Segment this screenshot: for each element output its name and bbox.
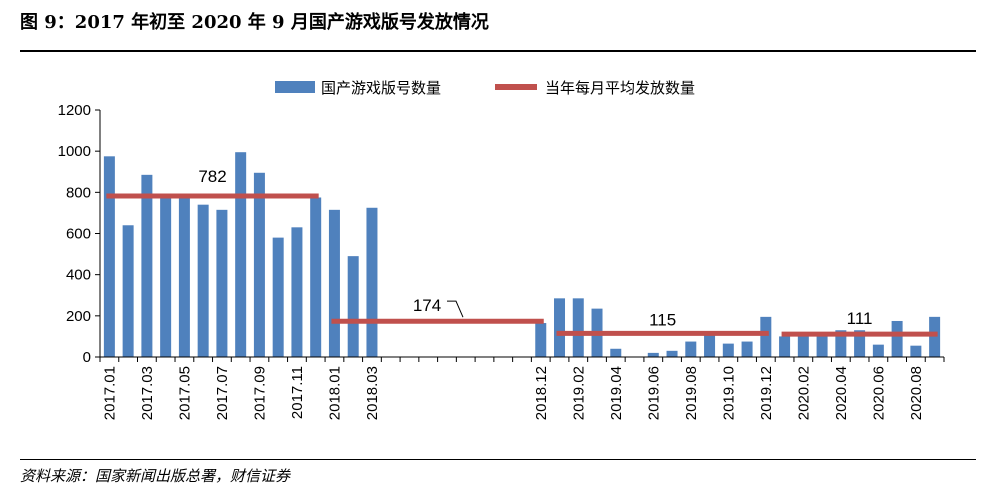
- y-tick-label: 1200: [58, 102, 91, 119]
- bar-2017.04: [160, 196, 171, 357]
- bar-2017.06: [198, 205, 209, 357]
- bar-2018.02: [348, 256, 359, 357]
- y-tick-label: 200: [66, 308, 91, 325]
- bar-2017.03: [141, 175, 152, 357]
- legend-line-label: 当年每月平均发放数量: [545, 79, 695, 97]
- x-tick-label: 2020.02: [795, 366, 812, 420]
- x-tick-label: 2017.03: [139, 366, 156, 420]
- bar-2019.02: [573, 298, 584, 357]
- bar-2017.08: [235, 152, 246, 357]
- bar-2020.07: [892, 321, 903, 357]
- x-tick-label: 2017.07: [214, 366, 231, 420]
- source-note: 资料来源：国家新闻出版总署，财信证券: [20, 465, 290, 486]
- x-tick-label: 2018.01: [326, 366, 343, 420]
- legend-bar-label: 国产游戏版号数量: [321, 79, 441, 97]
- x-tick-label: 2020.08: [908, 366, 925, 420]
- x-tick-label: 2017.09: [251, 366, 268, 420]
- y-tick-label: 0: [83, 349, 91, 366]
- x-tick-label: 2019.02: [570, 366, 587, 420]
- x-tick-label: 2019.06: [645, 366, 662, 420]
- bar-2018.03: [366, 208, 377, 357]
- x-tick-label: 2017.05: [176, 366, 193, 420]
- bar-2020.01: [779, 336, 790, 357]
- annotation-2018: 174: [413, 296, 441, 315]
- bar-2017.12: [310, 197, 321, 357]
- x-tick-label: 2020.06: [870, 366, 887, 420]
- x-tick-label: 2020.04: [833, 366, 850, 420]
- bar-2019.09: [704, 334, 715, 357]
- bar-2018.01: [329, 210, 340, 357]
- bar-2020.08: [910, 346, 921, 357]
- y-axis: 0 200 400 600 800 1000 1200: [58, 102, 100, 366]
- bar-2019.11: [742, 342, 753, 357]
- bar-2020.03: [817, 333, 828, 357]
- y-tick-label: 400: [66, 267, 91, 284]
- bar-2017.11: [291, 227, 302, 357]
- bar-2017.01: [104, 156, 115, 357]
- x-tick-label: 2019.12: [758, 366, 775, 420]
- annotation-2020: 111: [847, 309, 873, 328]
- bar-2019.04: [610, 349, 621, 357]
- bar-2019.06: [648, 353, 659, 357]
- bar-2017.09: [254, 173, 265, 357]
- x-tick-label: 2019.10: [720, 366, 737, 420]
- y-tick-label: 600: [66, 226, 91, 243]
- bar-chart: 国产游戏版号数量 当年每月平均发放数量 0 200 400 600 800 1000 120…: [0, 0, 984, 495]
- bar-2019.12: [760, 317, 771, 357]
- x-axis: 2017.01 2017.03 2017.05 2017.07 2017.09 2017.…: [100, 357, 944, 420]
- x-tick-label: 2019.08: [683, 366, 700, 420]
- bar-2019.10: [723, 344, 734, 357]
- annotation-2017: 782: [198, 167, 226, 186]
- bar-2017.05: [179, 197, 190, 357]
- bar-series: [104, 152, 940, 357]
- bar-2020.06: [873, 345, 884, 357]
- bar-2019.07: [667, 351, 678, 357]
- x-tick-label: 2017.11: [289, 366, 306, 419]
- x-tick-label: 2017.01: [101, 366, 118, 420]
- y-tick-label: 1000: [58, 143, 91, 160]
- annotation-leader: [447, 301, 463, 317]
- bar-2017.10: [273, 238, 284, 357]
- annotation-2019: 115: [649, 310, 676, 329]
- x-tick-label: 2018.03: [364, 366, 381, 420]
- bar-2019.08: [685, 342, 696, 357]
- average-line-series: [106, 196, 937, 334]
- bar-2020.02: [798, 335, 809, 357]
- bar-2020.09: [929, 317, 940, 357]
- x-tick-label: 2018.12: [533, 366, 550, 420]
- legend: 国产游戏版号数量 当年每月平均发放数量: [275, 79, 695, 97]
- bar-2017.02: [123, 225, 134, 357]
- source-divider: [20, 459, 976, 460]
- bar-2017.07: [216, 210, 227, 357]
- bar-2019.01: [554, 298, 565, 357]
- legend-bar-swatch: [275, 81, 315, 93]
- bar-2018.12: [535, 323, 546, 357]
- y-tick-label: 800: [66, 184, 91, 201]
- x-tick-label: 2019.04: [608, 366, 625, 420]
